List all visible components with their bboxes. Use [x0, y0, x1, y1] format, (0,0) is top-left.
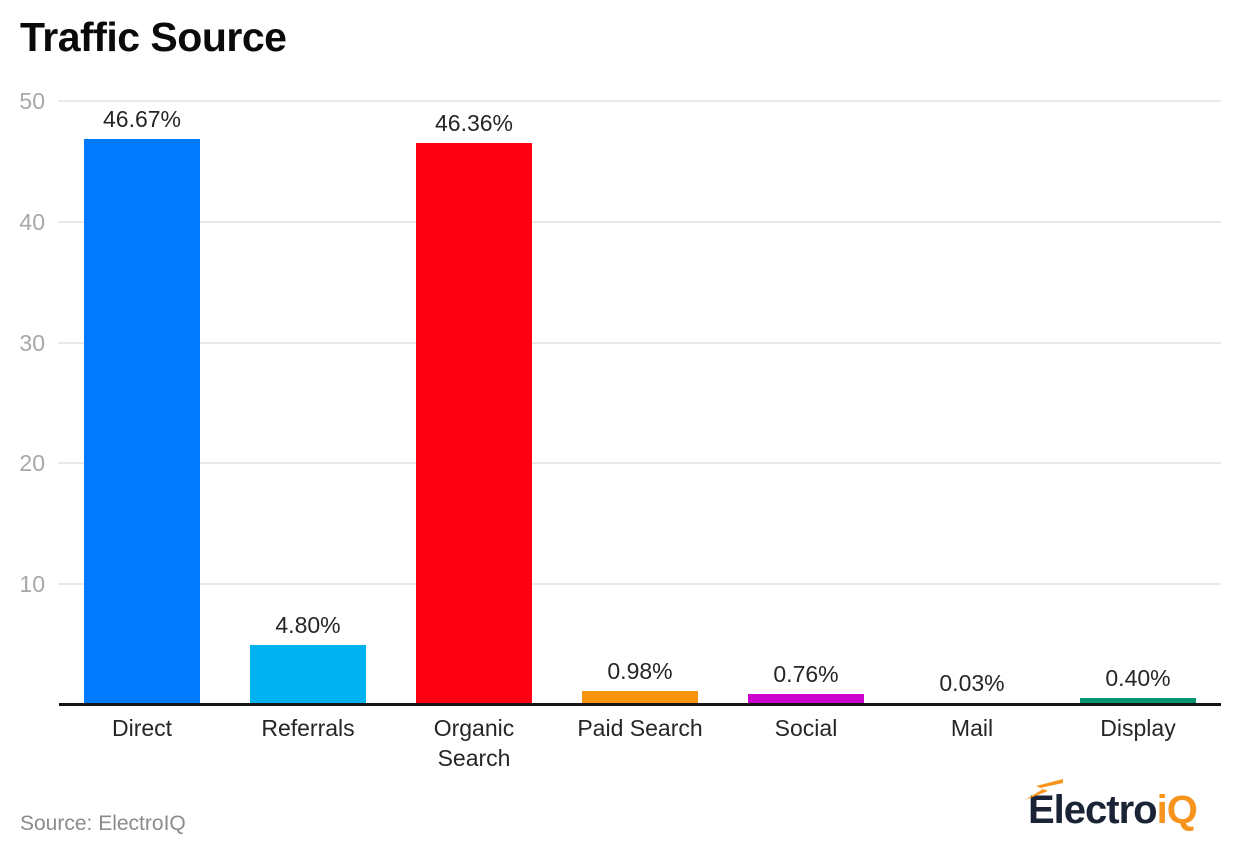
gridline	[58, 583, 1221, 585]
bar-direct	[84, 139, 200, 703]
x-axis-label-paid-search: Paid Search	[577, 715, 703, 741]
value-label-paid-search: 0.98%	[607, 658, 673, 684]
x-axis-label-referrals: Referrals	[261, 715, 355, 741]
y-axis-tick-label: 20	[19, 450, 45, 476]
gridline	[58, 342, 1221, 344]
gridline	[58, 100, 1221, 102]
chart-title: Traffic Source	[20, 14, 287, 60]
value-label-social: 0.76%	[773, 661, 839, 687]
x-axis-label-organic-search: Organic Search	[433, 715, 515, 771]
x-axis-label-display: Display	[1100, 715, 1176, 741]
bar-paid-search	[582, 691, 698, 703]
y-axis-tick-label: 30	[19, 330, 45, 356]
bar-social	[748, 694, 864, 703]
gridline	[58, 462, 1221, 464]
value-label-referrals: 4.80%	[275, 612, 341, 638]
x-axis-line	[59, 703, 1221, 706]
value-label-organic-search: 46.36%	[434, 110, 513, 136]
value-label-display: 0.40%	[1105, 665, 1171, 691]
y-axis-tick-label: 50	[19, 88, 45, 114]
value-label-mail: 0.03%	[939, 670, 1005, 696]
y-axis-tick-label: 10	[19, 571, 45, 597]
bar-organic-search	[416, 143, 532, 703]
x-axis-label-mail: Mail	[950, 715, 994, 741]
gridline	[58, 221, 1221, 223]
x-axis-label-social: Social	[774, 715, 838, 741]
source-note: Source: ElectroIQ	[20, 812, 186, 835]
bar-referrals	[250, 645, 366, 703]
x-axis-label-direct: Direct	[111, 715, 173, 741]
bar-display	[1080, 698, 1196, 703]
value-label-direct: 46.67%	[102, 106, 181, 132]
lightning-bolt-icon	[1025, 779, 1063, 800]
logo-text-accent: iQ	[1156, 788, 1198, 832]
logo-text-dark: Electro	[1028, 788, 1158, 832]
electroiq-logo: ElectroiQ	[1025, 779, 1198, 832]
y-axis-tick-label: 40	[19, 209, 45, 235]
